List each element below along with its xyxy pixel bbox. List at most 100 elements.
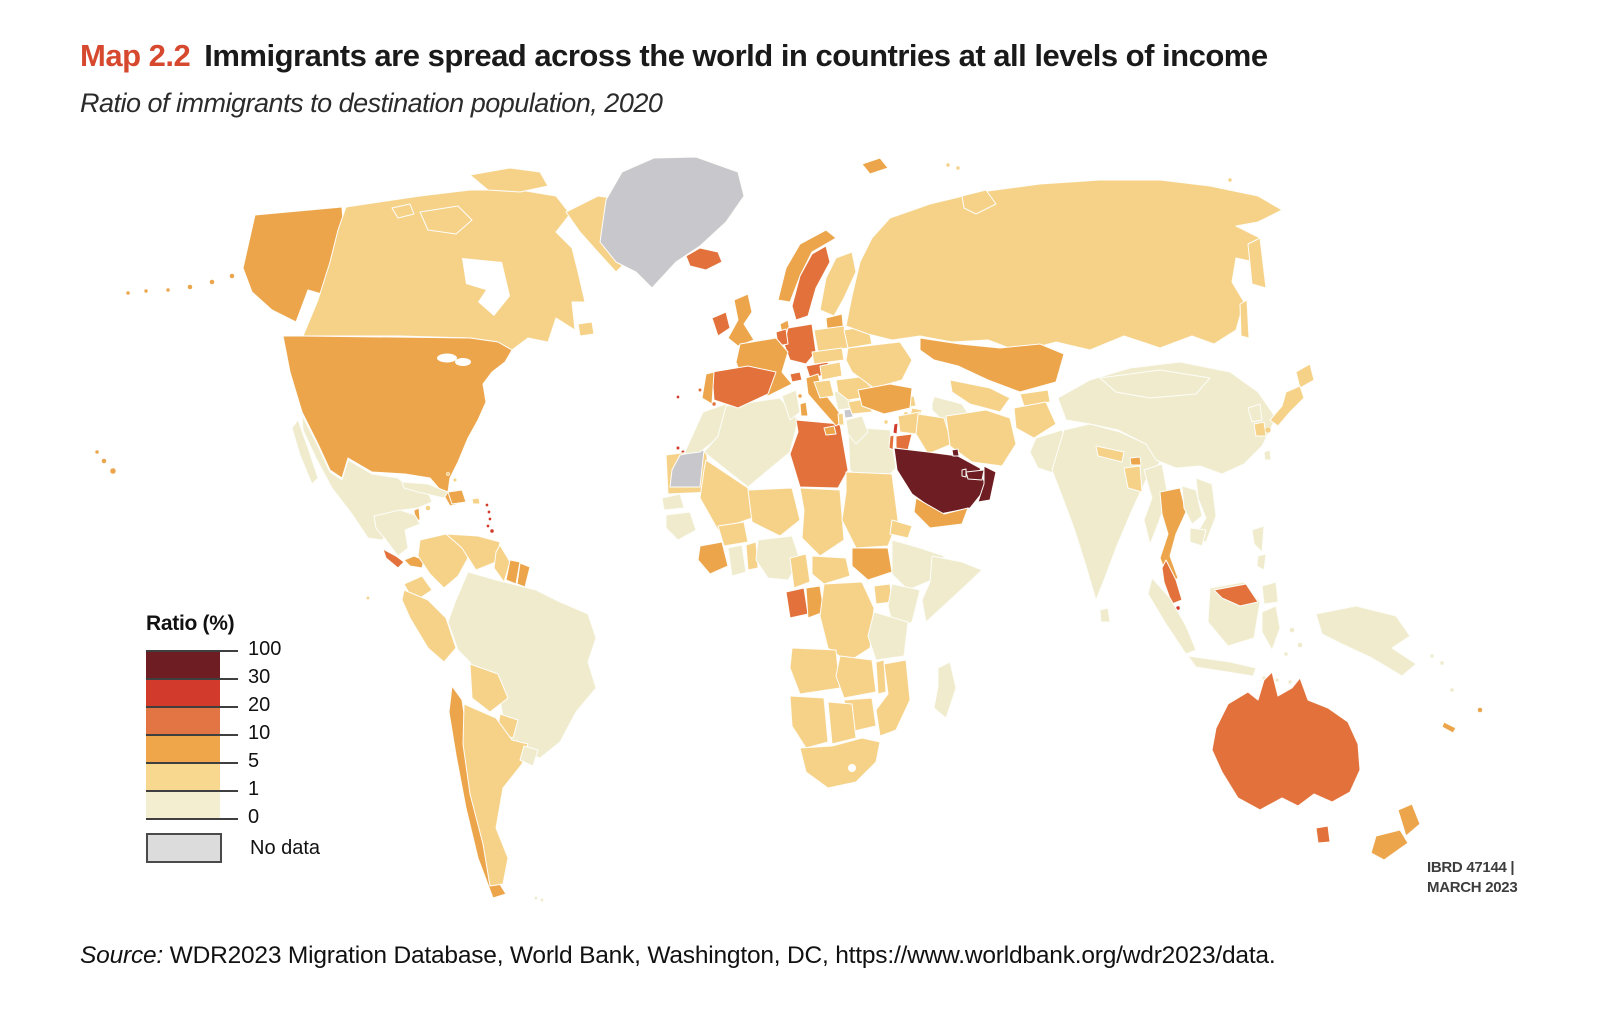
map-region-hawaii	[94, 449, 117, 475]
legend-tick-label: 30	[248, 666, 271, 688]
legend-nodata-row: No data	[146, 833, 320, 863]
map-region-svalbard	[861, 157, 889, 175]
map-region-papua-new-guinea	[1315, 605, 1417, 677]
legend-tick-label: 100	[248, 638, 282, 660]
map-region-japan-honshu	[1269, 385, 1305, 427]
map-region-sardinia	[799, 401, 809, 417]
map-region-canada	[302, 189, 586, 351]
map-region-niger	[747, 487, 801, 537]
map-region-sicily	[823, 425, 837, 436]
map-region-kazakhstan	[919, 337, 1065, 393]
legend-title: Ratio (%)	[146, 612, 235, 635]
map-region-guinea	[665, 511, 697, 541]
map-region-sudan	[841, 471, 899, 549]
map-region-new-caledonia	[1441, 721, 1457, 734]
map-region-philippines-luzon	[1251, 525, 1265, 553]
map-region-spain	[711, 365, 777, 409]
map-region-suriname	[505, 559, 521, 585]
legend-band-1-5	[146, 762, 220, 790]
map-region-mexico-baja	[291, 419, 319, 485]
caspian-sea	[919, 371, 935, 409]
map-region-philippines-mindanao	[1261, 581, 1279, 605]
map-region-kyrgyzstan	[1019, 389, 1051, 407]
map-region-costa-rica	[382, 548, 405, 569]
map-region-uzbekistan	[949, 379, 1011, 413]
map-region-norway	[777, 229, 837, 303]
map-region-hispaniola	[447, 489, 467, 505]
map-region-eritrea	[889, 519, 913, 539]
map-region-mexico	[301, 414, 433, 541]
map-region-galapagos	[366, 596, 370, 600]
legend-band-0-1	[146, 790, 220, 818]
map-region-nepal	[1095, 445, 1125, 463]
map-region-iceland	[685, 247, 723, 271]
map-region-libya	[789, 419, 849, 489]
legend-tick-label: 10	[248, 722, 271, 744]
map-region-japan-kyushu	[1264, 426, 1272, 434]
map-region-burkina-faso	[717, 521, 749, 547]
map-region-bhutan	[1129, 456, 1142, 466]
map-region-laos	[1181, 485, 1203, 525]
legend-tick-label: 0	[248, 806, 260, 828]
map-region-canada-isl	[391, 203, 415, 219]
map-region-israel	[888, 434, 895, 451]
map-region-ghana	[727, 544, 747, 577]
map-region-kuwait	[951, 448, 960, 457]
legend-tick-label: 20	[248, 694, 271, 716]
map-region-angola	[789, 647, 841, 695]
map-region-bangladesh	[1123, 465, 1143, 493]
map-region-aleutian-islands	[125, 273, 235, 296]
map-region-philippines-visayas	[1256, 553, 1267, 571]
source-text: WDR2023 Migration Database, World Bank, …	[163, 942, 1276, 969]
map-region-chad	[799, 487, 845, 557]
map-region-germany	[783, 323, 817, 365]
great-lakes	[437, 353, 457, 363]
legend-tick-line	[146, 762, 238, 764]
map-region-japan-hokkaido	[1295, 363, 1315, 389]
map-region-java	[1187, 655, 1257, 677]
map-region-switzerland	[789, 371, 803, 383]
map-region-bolivia	[469, 663, 509, 713]
map-region-falklands	[534, 896, 544, 902]
figure-title: Immigrants are spread across the world i…	[204, 38, 1268, 73]
map-region-taiwan	[1263, 449, 1272, 461]
map-region-sumatra	[1147, 577, 1197, 655]
source-line: Source: WDR2023 Migration Database, Worl…	[80, 942, 1276, 970]
map-region-china	[1057, 361, 1277, 475]
map-region-new-zealand-south	[1370, 829, 1409, 861]
map-region-fiji	[1477, 707, 1483, 713]
map-region-drc	[819, 581, 875, 663]
map-region-argentina	[462, 703, 529, 887]
map-region-jamaica	[425, 505, 431, 511]
map-region-cote-divoire	[697, 541, 729, 575]
map-region-albania	[837, 412, 845, 426]
figure-header: Map 2.2 Immigrants are spread across the …	[80, 38, 1540, 74]
great-lakes-2	[455, 358, 471, 366]
map-region-south-sudan	[851, 547, 893, 581]
map-region-afghanistan	[1013, 401, 1057, 439]
map-region-sulawesi	[1261, 605, 1281, 651]
map-region-novaya-zemlya	[961, 189, 997, 215]
map-region-turkey	[857, 383, 913, 415]
map-region-myanmar	[1143, 463, 1169, 545]
map-region-mongolia	[1099, 369, 1211, 399]
map-region-namibia	[789, 695, 829, 749]
map-region-bahamas	[445, 471, 458, 483]
legend-tick-line	[146, 818, 238, 820]
legend-band-20-30	[146, 678, 220, 706]
map-region-brazil	[447, 571, 597, 759]
map-region-somalia	[921, 555, 983, 623]
map-region-east-malaysia	[1213, 583, 1259, 607]
map-region-senegal	[661, 493, 685, 511]
map-region-cape-verde	[676, 446, 680, 450]
map-region-madagascar	[933, 661, 957, 719]
map-region-solomon-islands	[1429, 653, 1483, 713]
legend-tick-line	[146, 650, 238, 652]
map-region-south-africa	[799, 737, 881, 789]
map-region-australia	[1211, 671, 1361, 811]
map-region-greece	[845, 415, 869, 445]
map-region-algeria	[703, 397, 799, 488]
map-region-finland	[819, 251, 857, 317]
map-region-bermuda	[676, 395, 680, 399]
